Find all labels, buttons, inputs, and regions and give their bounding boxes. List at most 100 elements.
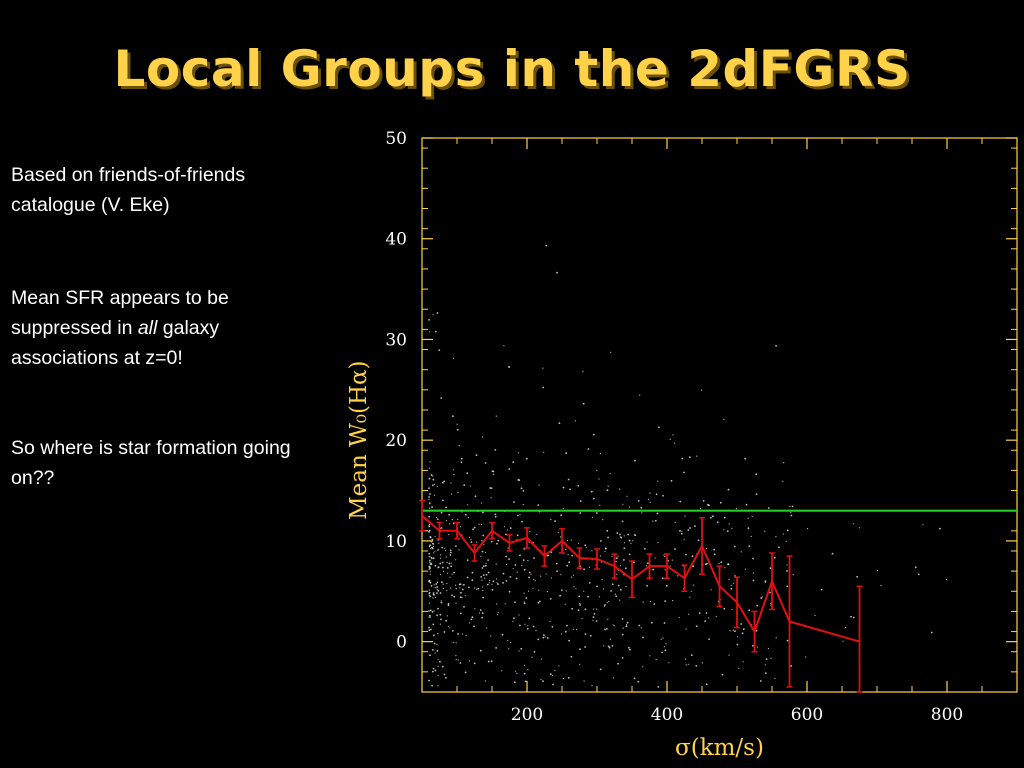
scatter-point xyxy=(507,639,509,642)
scatter-point xyxy=(591,685,593,687)
scatter-point xyxy=(728,578,730,581)
scatter-point xyxy=(558,422,561,425)
scatter-point xyxy=(603,588,605,590)
scatter-point xyxy=(546,637,549,639)
scatter-point xyxy=(452,523,455,525)
scatter-point xyxy=(775,637,777,639)
scatter-point xyxy=(428,531,430,533)
scatter-point xyxy=(471,571,474,574)
scatter-point xyxy=(467,517,469,519)
scatter-point xyxy=(578,542,580,544)
scatter-point xyxy=(564,603,566,605)
scatter-point xyxy=(710,589,712,591)
scatter-point xyxy=(769,591,771,594)
scatter-point xyxy=(619,533,621,536)
scatter-point xyxy=(831,552,834,555)
scatter-point xyxy=(432,667,435,670)
scatter-point xyxy=(632,540,634,542)
scatter-point xyxy=(610,590,612,592)
scatter-point xyxy=(727,563,730,566)
scatter-point xyxy=(623,542,626,544)
scatter-point xyxy=(649,492,651,494)
scatter-point xyxy=(434,536,436,538)
scatter-point xyxy=(463,606,465,608)
scatter-point xyxy=(443,631,446,633)
scatter-point xyxy=(661,651,663,654)
scatter-point xyxy=(442,566,444,569)
scatter-point xyxy=(656,512,659,515)
scatter-point xyxy=(652,568,655,571)
scatter-point xyxy=(519,624,521,627)
scatter-point xyxy=(428,594,430,596)
scatter-point xyxy=(914,566,917,569)
scatter-point xyxy=(554,670,556,672)
scatter-point xyxy=(698,612,701,614)
scatter-layer xyxy=(428,244,948,688)
y-tick-label: 0 xyxy=(396,633,407,653)
scatter-point xyxy=(695,665,698,667)
scatter-point xyxy=(441,561,444,564)
scatter-point xyxy=(489,579,491,582)
scatter-point xyxy=(466,472,469,474)
scatter-point xyxy=(455,584,457,586)
note-question: So where is star formation going on?? xyxy=(11,437,291,489)
scatter-point xyxy=(549,598,552,600)
scatter-point xyxy=(685,628,687,630)
scatter-point xyxy=(529,531,531,533)
scatter-point xyxy=(565,452,568,455)
scatter-point xyxy=(521,520,523,523)
scatter-point xyxy=(549,673,552,676)
scatter-point xyxy=(747,517,749,519)
scatter-point xyxy=(565,590,567,592)
scatter-point xyxy=(523,601,525,603)
scatter-point xyxy=(431,546,433,549)
scatter-point xyxy=(565,548,567,551)
scatter-point xyxy=(729,630,731,632)
scatter-point xyxy=(512,620,514,622)
scatter-point xyxy=(494,449,497,451)
scatter-point xyxy=(775,536,777,538)
scatter-point xyxy=(730,587,733,590)
scatter-point xyxy=(730,584,732,586)
scatter-point xyxy=(430,474,433,476)
scatter-point xyxy=(619,599,621,601)
scatter-point xyxy=(607,645,610,648)
scatter-point xyxy=(663,622,666,624)
scatter-point xyxy=(443,480,446,483)
scatter-point xyxy=(518,650,520,652)
scatter-point xyxy=(595,620,598,622)
scatter-point xyxy=(481,550,484,553)
scatter-point xyxy=(450,482,452,484)
scatter-point xyxy=(432,670,434,673)
scatter-point xyxy=(697,539,700,542)
scatter-point xyxy=(690,654,693,656)
scatter-point xyxy=(791,505,794,508)
scatter-point xyxy=(551,625,554,628)
scatter-point xyxy=(759,680,762,682)
scatter-point xyxy=(764,672,767,675)
scatter-point xyxy=(482,589,484,592)
scatter-point xyxy=(612,677,614,679)
scatter-point xyxy=(433,591,435,594)
scatter-point xyxy=(738,667,740,669)
scatter-point xyxy=(513,617,515,620)
scatter-point xyxy=(534,580,536,582)
scatter-point xyxy=(674,521,676,524)
scatter-point xyxy=(430,557,433,559)
note-mean-sfr-emphasis: all xyxy=(137,317,158,339)
scatter-point xyxy=(623,547,626,550)
scatter-point xyxy=(432,597,434,599)
scatter-point xyxy=(756,646,758,648)
scatter-point xyxy=(430,628,432,631)
scatter-point xyxy=(704,620,707,622)
scatter-point xyxy=(452,415,454,418)
scatter-point xyxy=(687,663,689,665)
scatter-point xyxy=(429,570,431,572)
scatter-point xyxy=(532,625,535,628)
scatter-point xyxy=(430,548,432,550)
scatter-point xyxy=(591,516,594,519)
scatter-point xyxy=(442,587,444,590)
scatter-point xyxy=(479,649,482,652)
scatter-point xyxy=(778,546,780,549)
scatter-point xyxy=(496,603,498,605)
